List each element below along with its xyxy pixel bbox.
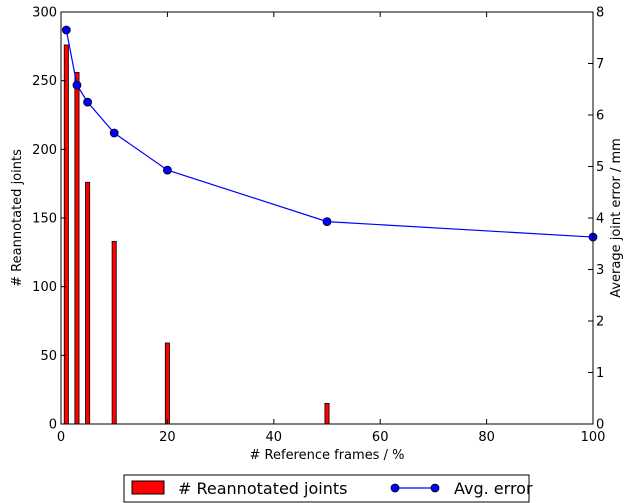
x-axis-label: # Reference frames / % [250, 448, 405, 463]
legend-frame [123, 474, 530, 503]
legend-label-bars: # Reannotated joints [178, 479, 347, 498]
y-right-tick-label: 1 [596, 366, 604, 381]
x-tick-label: 0 [57, 430, 65, 445]
avg-error-point [83, 97, 92, 107]
avg-error-point [322, 217, 332, 227]
y-left-tick-label: 150 [32, 212, 57, 227]
y-right-tick-label: 7 [596, 57, 604, 72]
y-left-tick-label: 50 [40, 349, 57, 364]
avg-error-line [65, 29, 594, 238]
bar [63, 44, 69, 425]
y-left-tick-label: 250 [32, 74, 57, 89]
y-left-tick-label: 200 [32, 143, 57, 158]
legend-label-line: Avg. error [454, 479, 533, 498]
avg-error-point [72, 80, 82, 90]
y-right-tick-label: 5 [596, 160, 604, 175]
x-tick-label: 100 [581, 430, 606, 445]
y-axis-right: 0 1 2 3 4 5 6 7 8 [588, 6, 604, 433]
y-right-tick-label: 6 [596, 109, 604, 124]
x-tick-label: 60 [372, 430, 389, 445]
avg-error-point [61, 25, 71, 35]
legend-marker-line-left [390, 483, 400, 493]
bar [111, 240, 117, 425]
bar [85, 181, 91, 425]
line-series-avg-error [61, 25, 598, 242]
bar [164, 342, 170, 425]
y-right-tick-label: 0 [596, 418, 604, 433]
x-axis: 0 20 40 60 80 100 [57, 12, 606, 445]
y-left-tick-label: 300 [32, 6, 57, 21]
y-right-tick-label: 3 [596, 263, 604, 278]
x-tick-label: 80 [478, 430, 495, 445]
y-right-tick-label: 2 [596, 315, 604, 330]
bar [74, 72, 80, 425]
avg-error-point [109, 128, 119, 138]
y-left-tick-label: 100 [32, 280, 57, 295]
legend: # Reannotated joints Avg. error [123, 474, 533, 503]
bar-series-reannotated-joints [63, 44, 330, 425]
x-tick-label: 40 [266, 430, 283, 445]
y-left-tick-label: 0 [49, 418, 57, 433]
legend-marker-line-right [430, 483, 440, 493]
y-right-tick-label: 4 [596, 212, 604, 227]
x-tick-label: 20 [159, 430, 176, 445]
y-right-tick-label: 8 [596, 6, 604, 21]
y-axis-left: 0 50 100 150 200 250 300 [32, 6, 66, 433]
avg-error-point [162, 165, 172, 175]
y-axis-left-label: # Reannotated joints [10, 149, 25, 287]
legend-swatch-bars [131, 480, 165, 495]
y-axis-right-label: Average joint error / mm [609, 138, 624, 298]
bar [324, 402, 330, 425]
